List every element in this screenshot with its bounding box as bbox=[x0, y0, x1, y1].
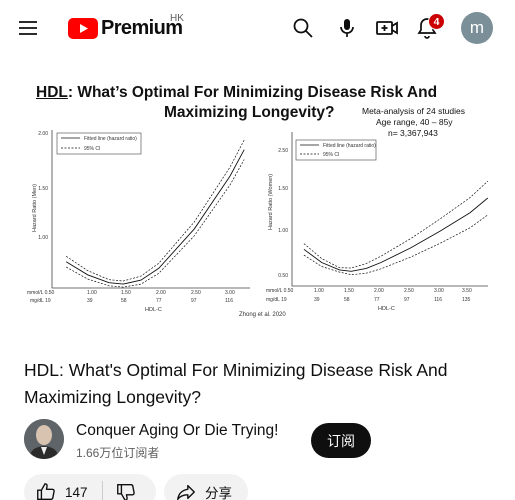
men-y-label: Hazard Ratio (Men) bbox=[32, 184, 38, 232]
top-bar: Premium HK 4 m bbox=[0, 0, 515, 56]
channel-name[interactable]: Conquer Aging Or Die Trying! bbox=[76, 422, 279, 439]
women-x-tick-mgdl: 58 bbox=[344, 297, 350, 303]
women-ci-lower-line bbox=[303, 214, 489, 276]
women-x-tick-mmol: mmol/L 0.50 bbox=[266, 288, 294, 294]
region-label: HK bbox=[170, 13, 184, 24]
user-avatar[interactable]: m bbox=[461, 12, 493, 44]
men-x-tick-mgdl: 77 bbox=[156, 298, 162, 304]
men-x-tick-mmol: 2.50 bbox=[191, 290, 201, 296]
search-icon[interactable] bbox=[291, 16, 315, 40]
men-legend-label-fitted: Fitted line (hazard ratio) bbox=[84, 136, 137, 142]
women-y-tick: 0.50 bbox=[278, 273, 288, 279]
men-x-tick-mmol: 1.00 bbox=[87, 290, 97, 296]
microphone-icon[interactable] bbox=[335, 16, 359, 40]
women-x-tick-mgdl: 77 bbox=[374, 297, 380, 303]
women-x-tick-mmol: 1.50 bbox=[344, 288, 354, 294]
like-dislike-pill: 147 bbox=[24, 474, 156, 500]
women-x-tick-mmol: 2.50 bbox=[404, 288, 414, 294]
women-x-tick-mgdl: 135 bbox=[462, 297, 471, 303]
thumbs-down-icon bbox=[116, 483, 135, 500]
men-x-label: HDL-C bbox=[145, 307, 162, 313]
like-count: 147 bbox=[65, 484, 88, 500]
men-y-tick: 1.00 bbox=[38, 235, 48, 241]
video-title: HDL: What's Optimal For Minimizing Disea… bbox=[24, 360, 448, 407]
women-fitted-line bbox=[303, 197, 489, 272]
women-x-tick-mmol: 2.00 bbox=[374, 288, 384, 294]
like-divider bbox=[101, 481, 103, 500]
men-x-tick-mmol: 3.00 bbox=[225, 290, 235, 296]
channel-row: Conquer Aging Or Die Trying! 1.66万位订阅者 订… bbox=[24, 419, 494, 460]
meta-note-3: n= 3,367,943 bbox=[388, 128, 438, 138]
create-video-icon[interactable] bbox=[375, 16, 399, 40]
men-axes bbox=[51, 130, 250, 289]
women-y-label: Hazard Ratio (Women) bbox=[268, 174, 274, 230]
women-axes bbox=[291, 132, 488, 287]
women-x-tick-mgdl: 97 bbox=[404, 297, 410, 303]
men-x-tick-mgdl: 97 bbox=[191, 298, 197, 304]
women-x-tick-mgdl: 116 bbox=[434, 297, 442, 303]
meta-note-1: Meta-analysis of 24 studies bbox=[362, 106, 465, 116]
notification-badge: 4 bbox=[428, 13, 445, 30]
women-y-tick: 1.00 bbox=[278, 228, 288, 234]
women-x-tick-mgdl: 39 bbox=[314, 297, 320, 303]
thumbs-up-icon bbox=[37, 483, 55, 500]
like-button[interactable]: 147 bbox=[24, 474, 88, 500]
chart-women: Fitted line (hazard ratio) 95% CI 2.50 1… bbox=[266, 132, 489, 312]
charts-svg: Fitted line (hazard ratio) 95% CI 2.00 1… bbox=[27, 130, 489, 313]
thumbnail-title-hdl: HDL bbox=[36, 84, 68, 101]
menu-icon[interactable] bbox=[16, 16, 40, 40]
women-ci-upper-line bbox=[303, 180, 489, 269]
logo-text: Premium bbox=[101, 16, 183, 39]
men-ci-lower-line bbox=[66, 159, 245, 288]
men-x-tick-mmol: 1.50 bbox=[121, 290, 131, 296]
women-x-tick-mmol: 1.00 bbox=[314, 288, 324, 294]
chart-credit: Zhong et al. 2020 bbox=[239, 312, 286, 318]
share-icon bbox=[177, 484, 195, 500]
share-label: 分享 bbox=[205, 486, 232, 500]
women-x-label: HDL-C bbox=[378, 306, 395, 312]
chart-men: Fitted line (hazard ratio) 95% CI 2.00 1… bbox=[27, 130, 250, 313]
thumbnail-title-line1: HDL: What’s Optimal For Minimizing Disea… bbox=[36, 84, 437, 102]
thumbnail-title-line2: Maximizing Longevity? bbox=[164, 104, 335, 121]
women-x-tick-mmol: 3.00 bbox=[434, 288, 444, 294]
channel-avatar[interactable] bbox=[24, 419, 64, 459]
meta-note-2: Age range, 40 – 85y bbox=[376, 117, 453, 127]
men-fitted-line bbox=[65, 149, 245, 285]
men-x-tick-mgdl: 58 bbox=[121, 298, 127, 304]
men-y-tick: 2.00 bbox=[38, 131, 48, 137]
share-button[interactable]: 分享 bbox=[164, 474, 248, 500]
women-x-tick-mmol: 3.50 bbox=[462, 288, 472, 294]
men-x-tick-mmol: 2.00 bbox=[156, 290, 166, 296]
youtube-logo-icon bbox=[68, 17, 98, 39]
women-legend-label-fitted: Fitted line (hazard ratio) bbox=[323, 143, 376, 149]
dislike-button[interactable] bbox=[103, 474, 137, 500]
youtube-premium-logo[interactable]: Premium bbox=[68, 16, 183, 40]
men-x-tick-mgdl: 116 bbox=[225, 298, 233, 304]
men-ci-upper-line bbox=[66, 139, 245, 282]
subscriber-count: 1.66万位订阅者 bbox=[76, 446, 160, 460]
women-y-tick: 2.50 bbox=[278, 148, 288, 154]
men-x-tick-mgdl: mg/dL 19 bbox=[30, 298, 51, 304]
men-x-tick-mmol: mmol/L 0.50 bbox=[27, 290, 55, 296]
thumbnail-title-rest: : What’s Optimal For Minimizing Disease … bbox=[67, 84, 438, 101]
women-y-tick: 1.50 bbox=[278, 186, 288, 192]
men-legend-label-ci: 95% CI bbox=[84, 146, 100, 152]
men-y-tick: 1.50 bbox=[38, 186, 48, 192]
video-thumbnail[interactable]: HDL: What’s Optimal For Minimizing Disea… bbox=[0, 72, 515, 327]
men-x-tick-mgdl: 39 bbox=[87, 298, 93, 304]
subscribe-button[interactable]: 订阅 bbox=[311, 423, 371, 458]
women-legend-label-ci: 95% CI bbox=[323, 152, 339, 158]
women-x-tick-mgdl: mg/dL 19 bbox=[266, 297, 287, 303]
